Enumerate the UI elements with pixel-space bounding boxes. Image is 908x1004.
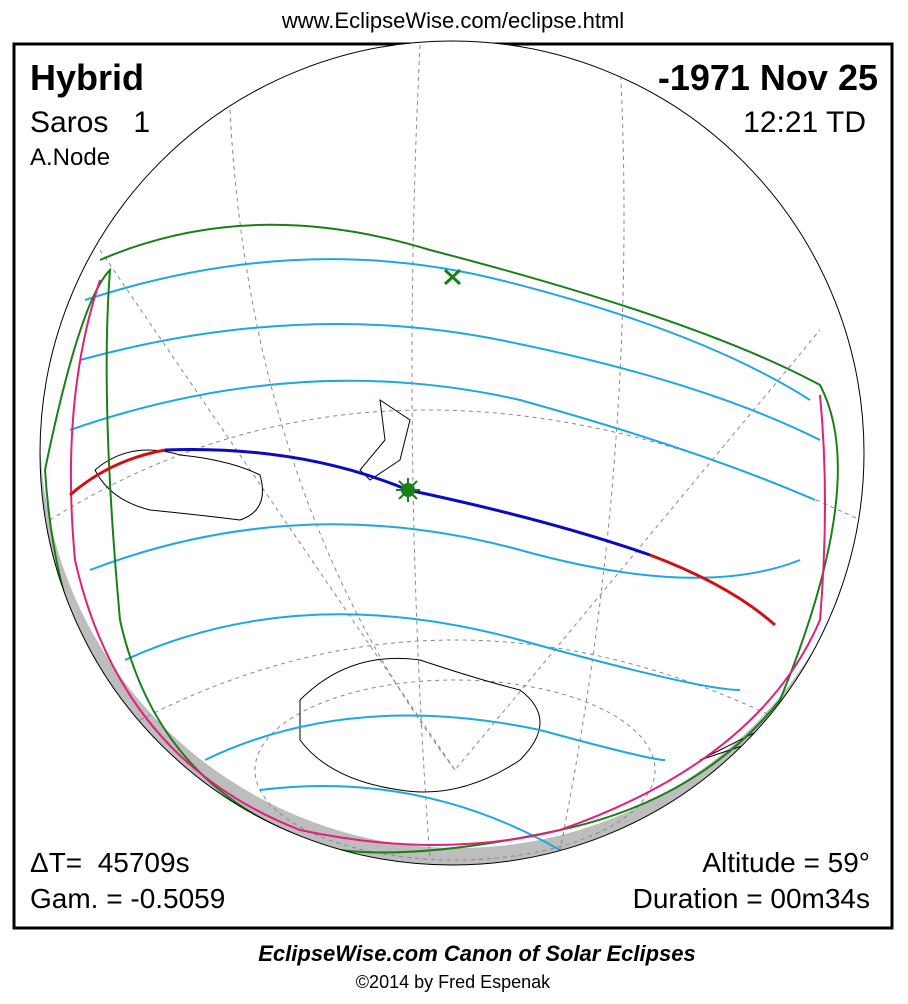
eclipse-type: Hybrid [30,57,144,98]
copyright: ©2014 by Fred Espenak [356,972,551,992]
eclipse-date: -1971 Nov 25 [658,57,878,98]
globe [40,41,864,865]
saros: Saros 1 [30,106,150,139]
altitude: Altitude = 59° [702,847,870,878]
gamma: Gam. = -0.5059 [30,883,225,914]
delta-t: ΔT= 45709s [30,847,190,878]
duration: Duration = 00m34s [633,883,870,914]
time: 12:21 TD [743,106,866,139]
canon: EclipseWise.com Canon of Solar Eclipses [258,941,696,966]
url: www.EclipseWise.com/eclipse.html [281,8,624,33]
globe-limb [39,40,865,866]
node: A.Node [30,144,110,171]
